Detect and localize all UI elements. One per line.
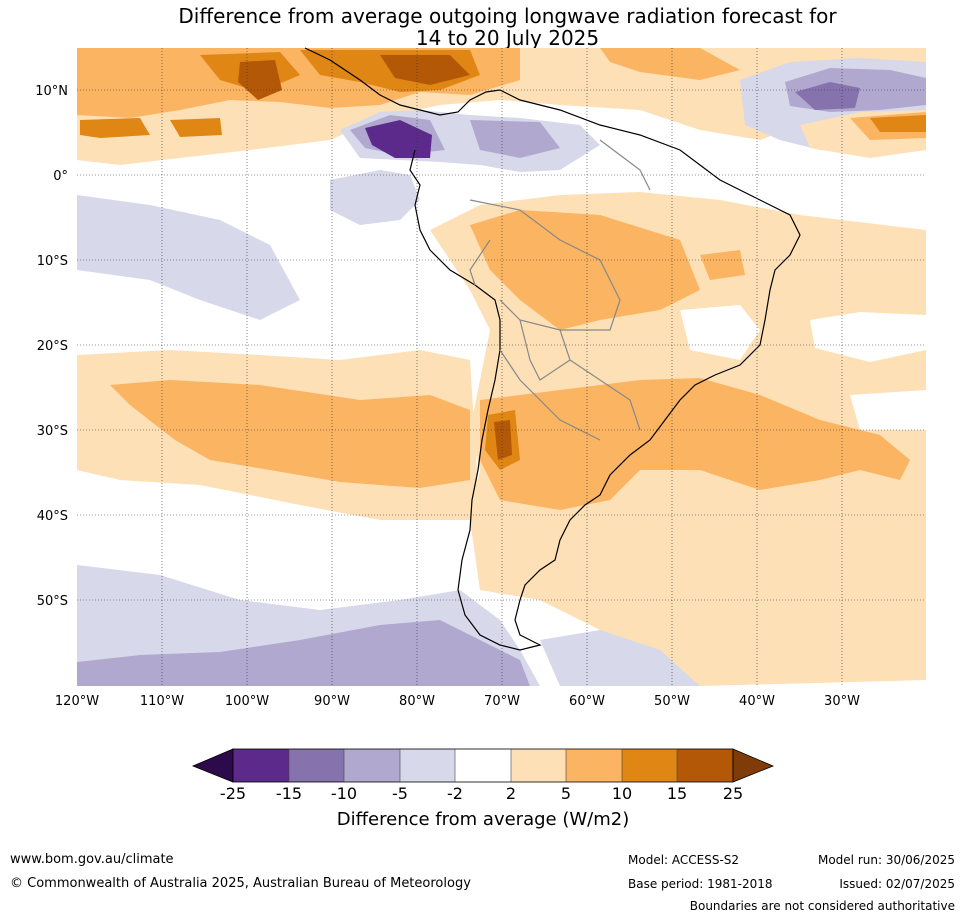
lat-label: 10°S [37, 254, 68, 269]
lat-label: 20°S [37, 339, 68, 354]
colorbar-extend-low [191, 748, 234, 783]
lon-label: 70°W [484, 694, 520, 709]
colorbar-swatch [511, 749, 566, 782]
colorbar-tick-label: -15 [276, 784, 302, 803]
colorbar-tick-label: 2 [506, 784, 516, 803]
lat-label: 0° [53, 169, 68, 184]
colorbar-swatch [455, 749, 511, 782]
colorbar-swatch [344, 749, 400, 782]
colorbar-tick-label: -5 [392, 784, 408, 803]
lon-label: 40°W [739, 694, 775, 709]
colorbar-tick-label: -10 [331, 784, 357, 803]
colorbar: -25 -15 -10 -5 -2 2 5 10 15 25 Differenc… [191, 748, 775, 830]
colorbar-swatch [677, 749, 733, 782]
country-borders [469, 139, 651, 441]
lat-label: 10°N [35, 84, 68, 99]
colorbar-swatch [400, 749, 455, 782]
lon-label: 30°W [824, 694, 860, 709]
colorbar-swatch [622, 749, 677, 782]
lon-label: 50°W [654, 694, 690, 709]
lon-label: 60°W [569, 694, 605, 709]
lon-label: 120°W [55, 694, 99, 709]
colorbar-tick-label: 10 [612, 784, 632, 803]
coastline [304, 47, 801, 651]
lat-label: 50°S [37, 594, 68, 609]
map-title-line1: Difference from average outgoing longwav… [178, 4, 837, 28]
colorbar-swatch [566, 749, 622, 782]
lat-label: 40°S [37, 509, 68, 524]
lon-label: 100°W [225, 694, 269, 709]
anomaly-field [77, 48, 926, 686]
footer-base-period: Base period: 1981-2018 [628, 877, 773, 891]
footer-copyright: © Commonwealth of Australia 2025, Austra… [10, 876, 471, 891]
colorbar-extend-high [732, 748, 775, 783]
lon-label: 80°W [399, 694, 435, 709]
footer-model: Model: ACCESS-S2 [628, 853, 740, 867]
colorbar-swatch [289, 749, 344, 782]
footer-disclaimer: Boundaries are not considered authoritat… [689, 899, 955, 913]
graticule [77, 48, 926, 686]
colorbar-tick-label: 25 [723, 784, 743, 803]
map-title-line2: 14 to 20 July 2025 [415, 26, 600, 50]
footer-issued: Issued: 02/07/2025 [839, 877, 955, 891]
lat-label: 30°S [37, 424, 68, 439]
footer-url: www.bom.gov.au/climate [10, 852, 174, 867]
colorbar-tick-label: 15 [667, 784, 687, 803]
colorbar-swatch [233, 749, 289, 782]
lon-label: 110°W [140, 694, 184, 709]
footer-model-run: Model run: 30/06/2025 [817, 853, 955, 867]
colorbar-tick-label: -2 [447, 784, 463, 803]
colorbar-tick-label: 5 [561, 784, 571, 803]
colorbar-label: Difference from average (W/m2) [337, 809, 629, 830]
lon-label: 90°W [314, 694, 350, 709]
colorbar-tick-label: -25 [220, 784, 246, 803]
